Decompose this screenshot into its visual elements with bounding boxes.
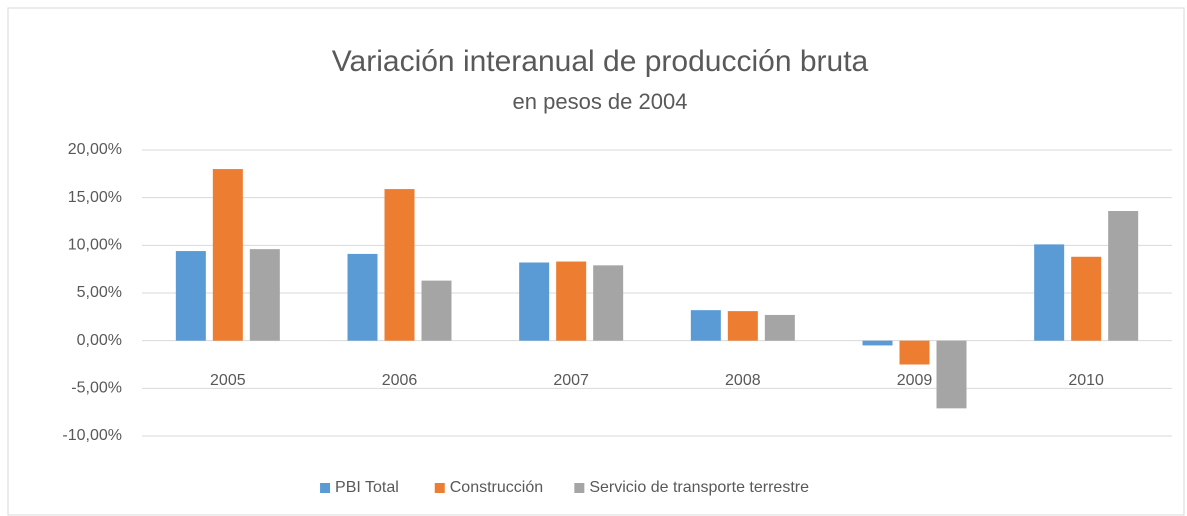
legend-swatch (320, 483, 331, 493)
chart-title: Variación interanual de producción bruta (332, 45, 869, 78)
bar (212, 169, 243, 341)
bar (1071, 256, 1102, 341)
bar (862, 340, 893, 346)
bar (384, 189, 415, 341)
x-tick-label: 2008 (725, 372, 761, 389)
bar (899, 340, 930, 365)
legend-label: Servicio de transporte terrestre (589, 479, 809, 496)
legend-swatch (434, 483, 445, 493)
bar (249, 249, 280, 341)
chart-subtitle: en pesos de 2004 (513, 89, 688, 114)
y-tick-label: 5,00% (77, 284, 122, 301)
bar (556, 261, 587, 341)
bar (347, 253, 378, 341)
y-tick-label: 15,00% (68, 189, 122, 206)
x-tick-label: 2009 (897, 372, 933, 389)
y-tick-label: 10,00% (68, 237, 122, 254)
y-tick-label: 20,00% (68, 141, 122, 158)
x-tick-label: 2005 (210, 372, 246, 389)
bar (936, 340, 967, 409)
x-tick-label: 2007 (553, 372, 589, 389)
bar (690, 310, 721, 341)
legend-swatch (574, 483, 585, 493)
bar (519, 262, 550, 341)
y-tick-label: -5,00% (71, 380, 122, 397)
bar (764, 314, 795, 341)
bar (175, 251, 206, 341)
x-tick-label: 2010 (1068, 372, 1104, 389)
bar (421, 280, 452, 341)
legend-label: PBI Total (335, 479, 399, 496)
bar (593, 265, 624, 341)
bar (727, 311, 758, 341)
y-tick-label: 0,00% (77, 332, 122, 349)
legend-label: Construcción (450, 479, 543, 496)
y-tick-label: -10,00% (62, 427, 122, 444)
bar (1108, 211, 1139, 341)
x-tick-label: 2006 (382, 372, 418, 389)
bar (1034, 244, 1065, 341)
